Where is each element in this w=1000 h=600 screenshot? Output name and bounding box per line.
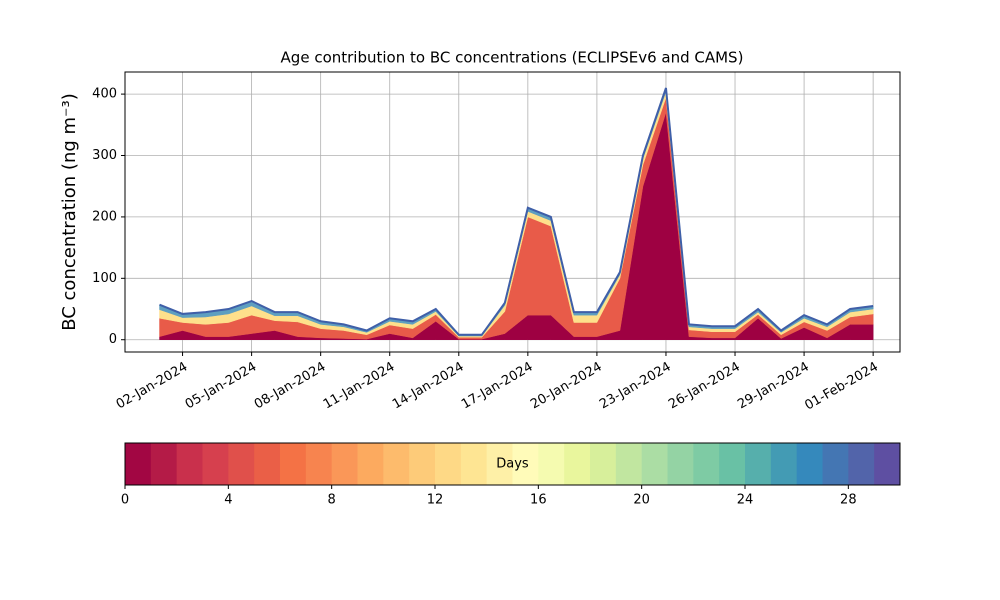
y-tick-label: 300 — [92, 148, 117, 163]
y-tick-label: 200 — [92, 209, 117, 224]
x-tick-label: 17-Jan-2024 — [459, 360, 536, 413]
colorbar-bin — [176, 443, 203, 485]
colorbar-bin — [202, 443, 229, 485]
x-tick-label: 05-Jan-2024 — [183, 360, 260, 413]
x-tick-label: 20-Jan-2024 — [528, 360, 605, 413]
colorbar-bin — [745, 443, 772, 485]
colorbar-tick-label: 28 — [840, 493, 857, 508]
y-axis-label: BC concentration (ng m⁻³) — [59, 93, 80, 331]
colorbar-bin — [409, 443, 436, 485]
colorbar-bin — [848, 443, 875, 485]
colorbar-bin — [150, 443, 178, 485]
area — [159, 97, 874, 340]
colorbar-bin — [770, 443, 798, 485]
chart-title: Age contribution to BC concentrations (E… — [281, 49, 744, 67]
colorbar-bin — [538, 443, 565, 485]
colorbar-bin — [693, 443, 720, 485]
x-tick-label: 11-Jan-2024 — [321, 360, 398, 413]
plot-frame — [124, 71, 901, 353]
colorbar-tick-label: 0 — [121, 493, 129, 508]
colorbar-bin — [305, 443, 333, 485]
colorbar-bin — [667, 443, 694, 485]
x-tick-label: 14-Jan-2024 — [390, 360, 467, 413]
colorbar-tick-label: 20 — [633, 493, 650, 508]
colorbar-bin — [796, 443, 823, 485]
x-tick-label: 02-Jan-2024 — [114, 360, 191, 413]
colorbar-bin — [874, 443, 901, 485]
colorbar-tick-label: 4 — [224, 493, 232, 508]
y-tick-label: 400 — [92, 87, 117, 102]
colorbar-bin — [564, 443, 591, 485]
colorbar-tick-label: 8 — [328, 493, 336, 508]
colorbar-frame — [124, 442, 901, 486]
y-tick-label: 0 — [109, 332, 117, 347]
colorbar-bin — [641, 443, 668, 485]
colorbar-bin — [719, 443, 746, 485]
x-tick-label: 26-Jan-2024 — [666, 360, 743, 413]
colorbar-bin — [383, 443, 410, 485]
colorbar-tick-label: 16 — [530, 493, 547, 508]
x-tick-label: 01-Feb-2024 — [802, 360, 881, 414]
colorbar-tick-label: 12 — [427, 493, 444, 508]
colorbar-bin — [125, 443, 152, 485]
colorbar-bin — [486, 443, 513, 485]
colorbar-bin — [615, 443, 643, 485]
colorbar-bin — [331, 443, 358, 485]
colorbar-bin — [280, 443, 307, 485]
y-tick-label: 100 — [92, 271, 117, 286]
outline — [159, 87, 874, 336]
colorbar-bin — [512, 443, 539, 485]
colorbar-bin — [254, 443, 281, 485]
colorbar-bin — [357, 443, 384, 485]
colorbar-bin — [822, 443, 849, 485]
x-tick-label: 29-Jan-2024 — [735, 360, 812, 413]
colorbar-bin — [435, 443, 462, 485]
colorbar-label: Days — [496, 457, 529, 472]
colorbar-bin — [228, 443, 255, 485]
colorbar-tick-label: 24 — [737, 493, 754, 508]
x-tick-label: 08-Jan-2024 — [252, 360, 329, 413]
x-tick-label: 23-Jan-2024 — [597, 360, 674, 413]
colorbar-bin — [460, 443, 488, 485]
colorbar-bin — [590, 443, 617, 485]
